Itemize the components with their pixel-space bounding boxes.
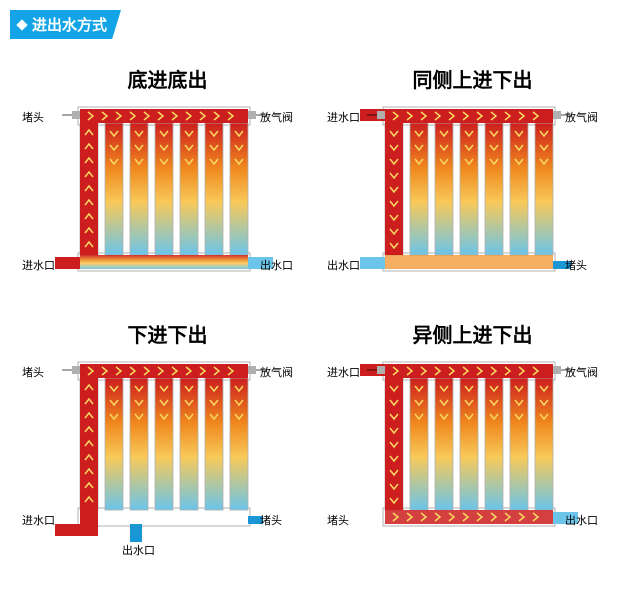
label-plug: 堵头 (565, 257, 587, 273)
label-inlet: 进水口 (22, 257, 55, 273)
label-air_valve: 放气阀 (565, 364, 598, 380)
label-plug: 堵头 (260, 512, 282, 528)
panel: 异侧上进下出 进水口 放气阀堵头 出水口 (325, 319, 620, 564)
panel-title: 下进下出 (20, 319, 315, 348)
panel: 底进底出 堵头 放气阀进水口 出水口 (20, 64, 315, 309)
radiator-diagram: 堵头 放气阀进水口 出水口 (20, 99, 300, 309)
label-inlet: 进水口 (327, 364, 360, 380)
label-air_valve: 放气阀 (260, 364, 293, 380)
label-outlet: 出水口 (122, 542, 155, 558)
label-air_valve: 放气阀 (260, 109, 293, 125)
label-outlet: 出水口 (565, 512, 598, 528)
panel-title: 异侧上进下出 (325, 319, 620, 348)
header-text: 进出水方式 (32, 14, 107, 35)
panel: 同侧上进下出 进水口 放气阀出水口 堵头 (325, 64, 620, 309)
panel-title: 同侧上进下出 (325, 64, 620, 93)
label-inlet: 进水口 (22, 512, 55, 528)
label-outlet: 出水口 (260, 257, 293, 273)
panel: 下进下出 堵头 放气阀进水口 堵头出水口 (20, 319, 315, 564)
radiator-diagram: 进水口 放气阀堵头 出水口 (325, 354, 605, 564)
diamond-icon (16, 19, 27, 30)
label-plug: 堵头 (22, 364, 44, 380)
label-outlet: 出水口 (327, 257, 360, 273)
section-header: 进出水方式 (10, 10, 121, 39)
label-plug: 堵头 (22, 109, 44, 125)
diagram-grid: 底进底出 堵头放气阀进水口出水口 同侧上进下出 进水口放气阀出水口堵头 下进下出… (10, 64, 630, 564)
label-plug: 堵头 (327, 512, 349, 528)
radiator-diagram: 堵头 放气阀进水口 堵头出水口 (20, 354, 300, 564)
radiator-diagram: 进水口 放气阀出水口 堵头 (325, 99, 605, 309)
label-air_valve: 放气阀 (565, 109, 598, 125)
panel-title: 底进底出 (20, 64, 315, 93)
label-inlet: 进水口 (327, 109, 360, 125)
